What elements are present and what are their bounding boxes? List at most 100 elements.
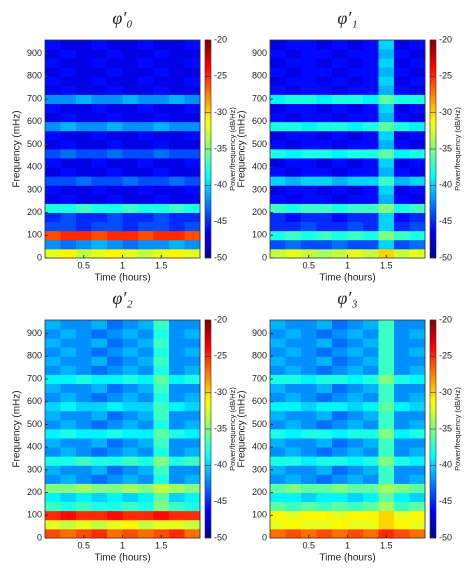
heatmap-cell [285, 347, 302, 357]
heatmap-cell [138, 185, 154, 195]
heatmap-cell [332, 338, 348, 348]
heatmap-cell [347, 320, 364, 330]
heatmap-cell [409, 230, 426, 241]
heatmap-cell [285, 167, 302, 177]
y-tick-label: 600 [27, 116, 42, 126]
heatmap-cell [60, 49, 77, 59]
heatmap-cell [270, 49, 286, 59]
heatmap-cell [122, 447, 139, 457]
heatmap-cell [394, 456, 410, 466]
heatmap-cell [60, 483, 77, 493]
heatmap-cell [45, 112, 61, 123]
heatmap-cell [153, 203, 170, 213]
heatmap-cell [378, 176, 395, 186]
heatmap-cell [169, 103, 185, 114]
heatmap-cell [363, 438, 379, 448]
heatmap-cell [138, 419, 154, 430]
heatmap-cell [91, 410, 108, 421]
heatmap-cell [270, 356, 286, 366]
heatmap-cell [184, 239, 201, 250]
heatmap-cell [301, 320, 317, 330]
heatmap-cell [347, 347, 364, 357]
heatmap-cell [45, 356, 61, 366]
colorbar-label: Power/frequency (dB/Hz) [453, 107, 462, 191]
heatmap-cell [409, 149, 426, 159]
heatmap-cell [169, 438, 185, 448]
heatmap-cell [409, 212, 426, 223]
heatmap-cell [347, 419, 364, 430]
heatmap-cell [76, 447, 92, 457]
heatmap-cell [45, 456, 61, 466]
heatmap-cell [184, 121, 201, 132]
heatmap-cell [45, 103, 61, 114]
heatmap-cell [363, 492, 379, 503]
heatmap-cell [107, 221, 123, 232]
heatmap-cell [363, 94, 379, 104]
heatmap-cell [409, 130, 426, 141]
heatmap-cell [184, 374, 201, 384]
heatmap-cell [378, 429, 395, 439]
heatmap-cell [332, 419, 348, 430]
heatmap-cell [394, 392, 410, 403]
heatmap-cell [45, 465, 61, 475]
heatmap-cell [378, 419, 395, 430]
heatmap-cell [107, 158, 123, 168]
heatmap-cell [45, 130, 61, 141]
heatmap-cell [169, 185, 185, 195]
heatmap-cell [363, 410, 379, 421]
heatmap-cell [316, 149, 333, 159]
heatmap-cell [363, 519, 379, 530]
heatmap-cell [394, 94, 410, 104]
y-tick-label: 100 [27, 510, 42, 520]
heatmap-cell [45, 401, 61, 412]
heatmap-cell [409, 401, 426, 412]
heatmap-cell [316, 112, 333, 123]
heatmap-cell [45, 49, 61, 59]
y-tick-label: 200 [27, 207, 42, 217]
heatmap-cell [409, 49, 426, 59]
heatmap-cell [138, 401, 154, 412]
heatmap-cell [409, 474, 426, 484]
heatmap-cell [394, 58, 410, 68]
heatmap-cell [60, 121, 77, 132]
heatmap-cell [394, 139, 410, 150]
heatmap-cell [91, 203, 108, 213]
panel: φ′₃ 0 100 200 300 400 500 600 700 800 900 0.5 1 1.5 Ti… [237, 288, 462, 564]
heatmap-cell [301, 230, 317, 241]
heatmap-cell [91, 85, 108, 95]
heatmap-cell [45, 185, 61, 195]
heatmap-cell [169, 212, 185, 223]
y-tick-label: 600 [252, 116, 267, 126]
heatmap-cell [270, 221, 286, 232]
heatmap-cell [409, 465, 426, 475]
heatmap-cell [347, 76, 364, 86]
heatmap-cell [394, 474, 410, 484]
heatmap-cell [107, 248, 123, 259]
heatmap-cell [76, 501, 92, 512]
heatmap-cell [347, 49, 364, 59]
heatmap-cell [363, 85, 379, 95]
y-tick-label: 900 [27, 328, 42, 338]
heatmap-cell [153, 158, 170, 168]
heatmap-cell [76, 410, 92, 421]
heatmap-cell [332, 347, 348, 357]
heatmap-cell [363, 320, 379, 330]
heatmap-cell [270, 410, 286, 421]
heatmap-cell [138, 519, 154, 530]
heatmap-cell [363, 465, 379, 475]
heatmap-cell [394, 320, 410, 330]
y-tick-label: 900 [27, 48, 42, 58]
heatmap-cell [138, 67, 154, 77]
heatmap-cell [91, 365, 108, 375]
heatmap-cell [91, 320, 108, 330]
heatmap-cell [285, 456, 302, 466]
heatmap-cell [285, 410, 302, 421]
heatmap-cell [301, 401, 317, 412]
heatmap-cell [270, 185, 286, 195]
heatmap-cell [76, 158, 92, 168]
y-axis-label: Frequency (mHz) [12, 390, 23, 467]
heatmap-cell [332, 176, 348, 186]
heatmap-cell [169, 49, 185, 59]
heatmap-cell [332, 410, 348, 421]
heatmap-cell [107, 483, 123, 493]
